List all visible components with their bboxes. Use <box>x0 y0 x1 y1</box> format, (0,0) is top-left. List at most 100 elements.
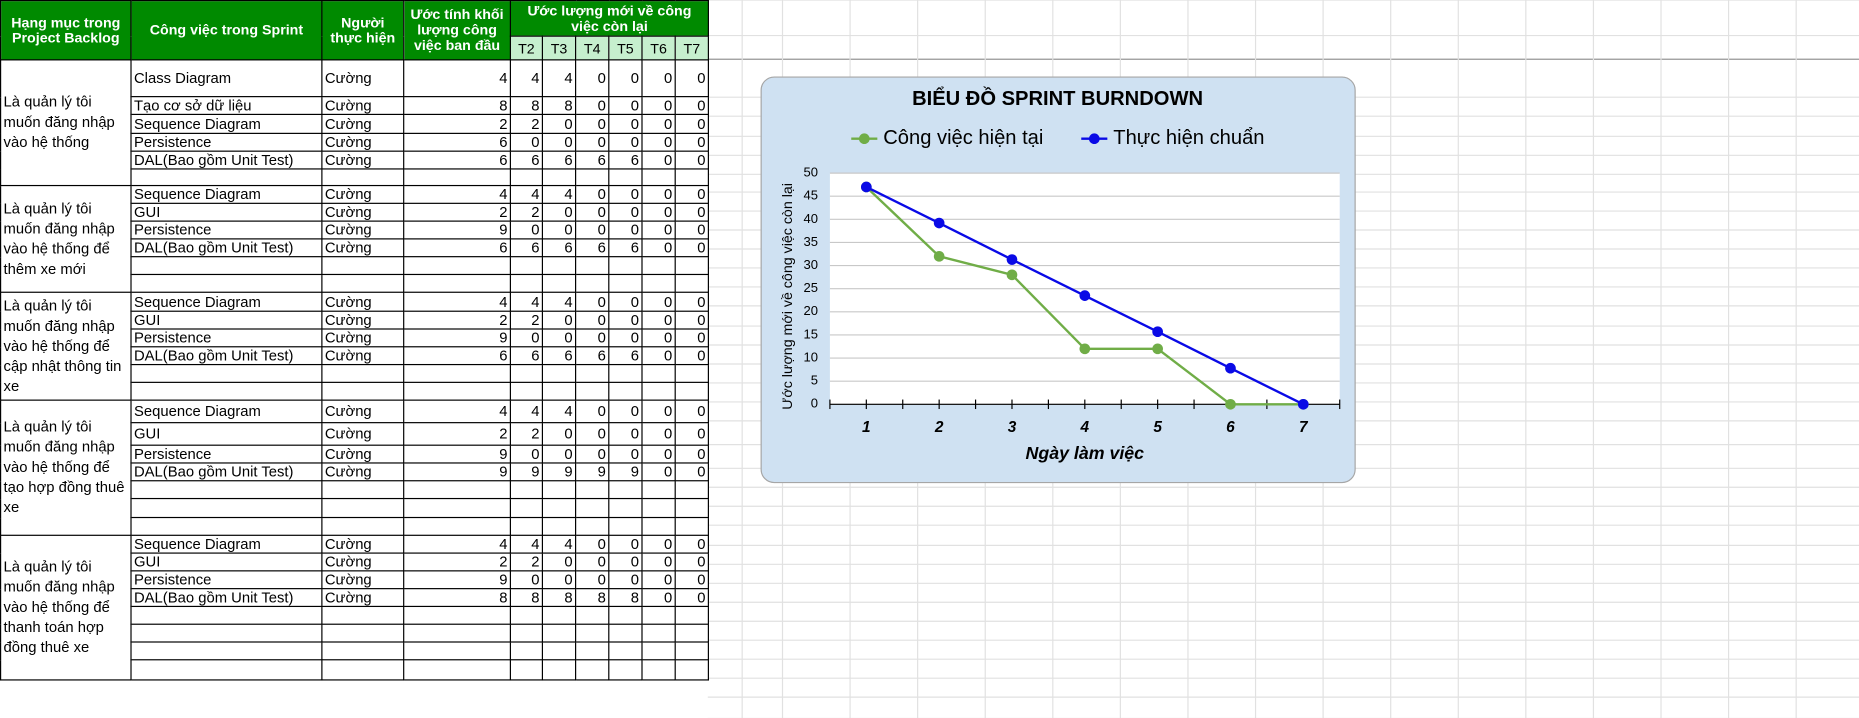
empty-cell <box>541 273 577 293</box>
number-cell: 0 <box>509 132 544 152</box>
table-row: Là quản lý tôi muốn đăng nhập vào hệ thố… <box>0 534 710 681</box>
number-cell: 0 <box>608 422 643 446</box>
day-header: T3 <box>541 35 577 61</box>
sprint-table: Hạng mục trong Project Backlog Công việc … <box>0 0 710 681</box>
y-tick-label: 0 <box>811 396 818 411</box>
empty-cell <box>674 659 710 681</box>
backlog-item: Là quản lý tôi muốn đăng nhập vào hệ thố… <box>0 534 132 681</box>
data-point <box>1006 254 1018 265</box>
number-cell: 0 <box>674 132 710 152</box>
empty-cell <box>541 497 577 519</box>
person-cell: Cường <box>321 552 405 572</box>
person-cell: Cường <box>321 310 405 330</box>
empty-cell <box>130 623 323 643</box>
data-point <box>860 181 872 193</box>
empty-cell <box>608 273 643 293</box>
number-cell: 8 <box>575 588 610 608</box>
y-tick-label: 35 <box>804 234 819 249</box>
number-cell: 0 <box>674 552 710 572</box>
person-cell: Cường <box>321 220 405 240</box>
empty-cell <box>674 273 710 293</box>
table-row <box>1 497 710 519</box>
table-row <box>1 516 710 536</box>
number-cell: 0 <box>641 328 676 348</box>
x-tick-label: 5 <box>1153 419 1162 436</box>
person-cell: Cường <box>321 291 405 312</box>
table-row: GUI Cường 2 2 0 0 0 0 0 <box>1 552 710 572</box>
x-tick-label: 1 <box>862 419 871 436</box>
task-cell: Sequence Diagram <box>130 184 323 204</box>
number-cell: 0 <box>608 328 643 348</box>
table-row <box>1 273 710 293</box>
column-header: Công việc trong Sprint <box>130 0 323 61</box>
empty-cell <box>608 168 643 187</box>
number-cell: 0 <box>608 96 643 116</box>
number-cell: 9 <box>403 220 511 240</box>
number-cell: 8 <box>541 588 577 608</box>
empty-cell <box>403 623 511 643</box>
task-cell: GUI <box>130 202 323 222</box>
table-row: GUI Cường 2 2 0 0 0 0 0 <box>1 422 710 446</box>
table-row: Là quản lý tôi muốn đăng nhập vào hệ thố… <box>0 291 710 401</box>
table-row <box>1 659 710 681</box>
person-cell: Cường <box>321 346 405 366</box>
table-row <box>1 168 710 187</box>
empty-cell <box>130 497 323 519</box>
data-point <box>1297 398 1309 410</box>
task-cell: DAL(Bao gồm Unit Test) <box>130 238 323 258</box>
y-tick-label: 30 <box>804 257 819 272</box>
table-row <box>1 256 710 276</box>
y-tick-label: 25 <box>804 280 819 295</box>
number-cell: 0 <box>575 534 610 554</box>
number-cell: 0 <box>608 534 643 554</box>
day-header: T6 <box>641 35 676 61</box>
number-cell: 8 <box>541 96 577 116</box>
table-row: Là quản lý tôi muốn đăng nhập vào hệ thố… <box>0 59 710 187</box>
subheader-row: T2 T3 T4 T5 T6 T7 <box>1 35 710 61</box>
number-cell: 0 <box>641 534 676 554</box>
table-row: Persistence Cường 9 0 0 0 0 0 0 <box>1 220 710 240</box>
number-cell: 0 <box>575 184 610 204</box>
table-row <box>1 641 710 661</box>
number-cell: 0 <box>541 310 577 330</box>
number-cell: 0 <box>674 220 710 240</box>
y-tick-label: 45 <box>804 188 819 203</box>
empty-cell <box>575 168 610 187</box>
number-cell: 2 <box>509 422 544 446</box>
number-cell: 9 <box>403 328 511 348</box>
empty-cell <box>541 659 577 681</box>
empty-cell <box>403 480 511 500</box>
task-cell: Sequence Diagram <box>130 534 323 554</box>
empty-cell <box>130 659 323 681</box>
column-header: Hạng mục trong Project Backlog <box>0 0 132 61</box>
empty-cell <box>403 273 511 293</box>
table-row <box>1 623 710 643</box>
chart-title: BIỂU ĐỒ SPRINT BURNDOWN <box>912 86 1203 110</box>
y-tick-label: 10 <box>804 349 819 364</box>
data-point <box>1152 343 1163 355</box>
data-point <box>1225 362 1236 374</box>
empty-cell <box>403 659 511 681</box>
y-tick-label: 5 <box>811 373 818 388</box>
data-point <box>1079 290 1091 301</box>
column-header: Ước lượng mới về công việc còn lại <box>509 0 710 37</box>
empty-cell <box>403 168 511 187</box>
task-cell: DAL(Bao gồm Unit Test) <box>130 462 323 482</box>
number-cell: 0 <box>575 132 610 152</box>
x-tick-label: 3 <box>1008 419 1017 436</box>
empty-cell <box>608 497 643 519</box>
x-tick-label: 2 <box>934 419 944 436</box>
number-cell: 8 <box>403 96 511 116</box>
table-row: Là quản lý tôi muốn đăng nhập vào hệ thố… <box>0 399 710 536</box>
empty-cell <box>130 480 323 500</box>
table-row <box>1 480 710 500</box>
table-row: Persistence Cường 9 0 0 0 0 0 0 <box>1 328 710 348</box>
empty-cell <box>674 497 710 519</box>
number-cell: 0 <box>575 422 610 446</box>
legend-marker <box>858 133 870 145</box>
empty-cell <box>541 623 577 643</box>
y-tick-label: 40 <box>804 211 819 226</box>
person-cell: Cường <box>321 238 405 258</box>
data-point <box>1225 398 1236 410</box>
